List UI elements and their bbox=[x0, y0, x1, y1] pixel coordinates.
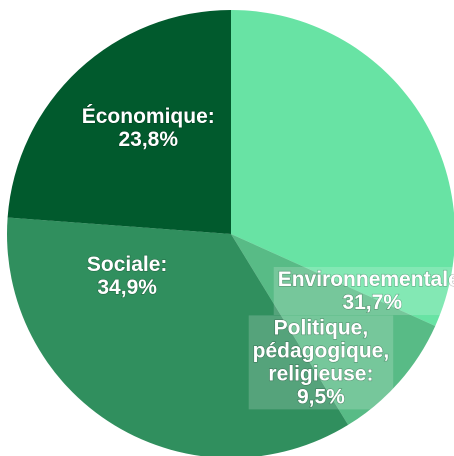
slice-label-line: Politique, bbox=[274, 316, 369, 339]
slice-label-line: 23,8% bbox=[118, 128, 178, 151]
slice-label-2: Sociale:34,9% bbox=[86, 252, 168, 299]
slice-label-line: religieuse: bbox=[268, 362, 373, 385]
pie-labels: Environnementale:31,7%Politique,pédagogi… bbox=[81, 104, 454, 410]
slice-label-3: Économique:23,8% bbox=[81, 104, 215, 151]
pie-slices bbox=[7, 10, 454, 456]
pie-slice-1 bbox=[231, 234, 436, 425]
pie-slice-2 bbox=[7, 217, 349, 456]
slice-label-line: Économique: bbox=[82, 105, 215, 128]
label-background bbox=[248, 315, 394, 410]
slice-label-line: 9,5% bbox=[297, 385, 345, 408]
slice-label-line: Sociale: bbox=[87, 253, 168, 276]
label-background bbox=[273, 267, 454, 316]
slice-label-line: 34,9% bbox=[97, 276, 157, 299]
slice-label-line: 31,7% bbox=[342, 291, 402, 314]
slice-label-0: Environnementale:31,7% bbox=[273, 267, 454, 316]
slice-label-1: Politique,pédagogique,religieuse:9,5% bbox=[248, 315, 394, 410]
slice-label-line: Environnementale: bbox=[278, 268, 454, 291]
slice-label-line: pédagogique, bbox=[253, 339, 390, 362]
pie-slice-3 bbox=[7, 10, 231, 234]
pie-slice-0 bbox=[231, 10, 454, 326]
